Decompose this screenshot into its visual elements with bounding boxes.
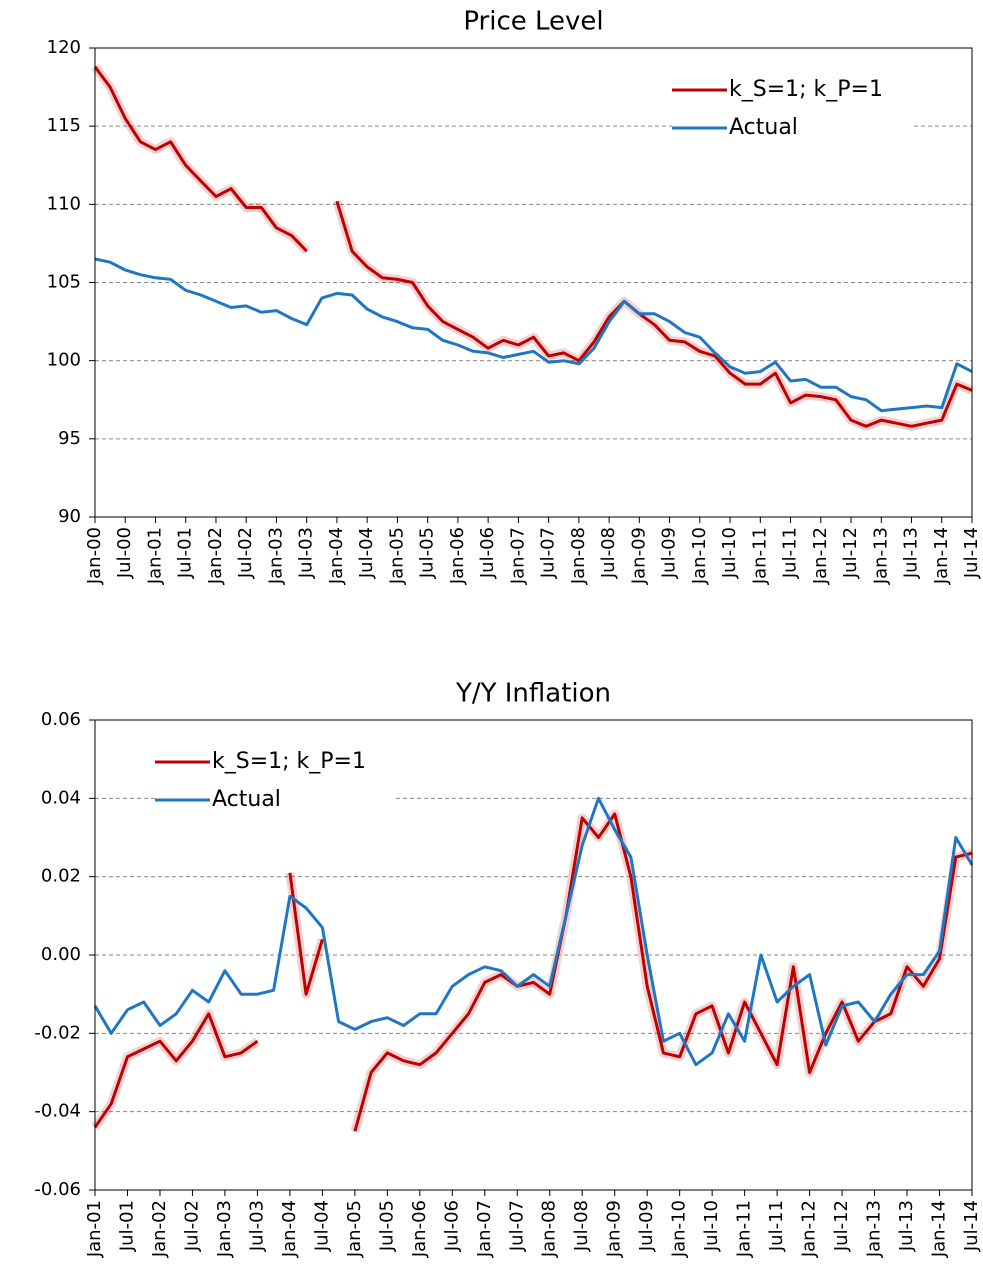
x-tick-label: Jul-12 [831,1200,852,1252]
legend-label: Actual [729,115,798,140]
x-tick-label: Jan-11 [749,527,770,585]
x-tick-label: Jan-06 [447,527,468,585]
x-tick-label: Jan-09 [628,527,649,585]
series-line [93,812,973,1132]
x-tick-label: Jan-14 [931,527,952,585]
chart-title: Y/Y Inflation [455,679,611,709]
x-tick-label: Jul-12 [840,527,861,579]
x-tick-label: Jul-04 [356,527,377,579]
y-tick-label: 120 [47,37,81,58]
x-tick-label: Jan-03 [214,1200,235,1258]
x-tick-label: Jan-03 [265,527,286,585]
x-tick-label: Jul-05 [376,1200,397,1252]
y-tick-label: -0.04 [34,1101,81,1122]
x-tick-label: Jul-05 [417,527,438,579]
y-tick-label: 115 [47,115,81,136]
y-tick-label: 105 [47,272,81,293]
x-tick-label: Jan-12 [799,1200,820,1258]
x-tick-label: Jul-14 [961,1200,982,1252]
x-tick-label: Jan-01 [84,1200,105,1258]
x-tick-label: Jul-07 [506,1200,527,1252]
y-tick-label: 95 [58,428,81,449]
x-tick-label: Jan-01 [144,527,165,585]
y-tick-label: 0.02 [41,866,81,887]
legend-box [672,68,912,148]
x-tick-label: Jul-08 [598,527,619,579]
x-tick-label: Jul-02 [235,527,256,579]
legend-label: Actual [212,787,281,812]
x-tick-label: Jul-10 [701,1200,722,1252]
x-tick-label: Jul-06 [441,1200,462,1252]
x-tick-label: Jan-07 [474,1200,495,1258]
series-line [93,65,973,428]
x-tick-label: Jul-13 [901,527,922,579]
series-line [93,796,974,1067]
x-tick-label: Jul-02 [181,1200,202,1252]
x-tick-label: Jul-13 [896,1200,917,1252]
x-tick-label: Jul-06 [477,527,498,579]
y-tick-label: 110 [47,193,81,214]
y-tick-label: 0.00 [41,944,81,965]
y-tick-label: 0.04 [41,787,81,808]
x-tick-label: Jan-09 [604,1200,625,1258]
y-tick-label: 90 [58,506,81,527]
plot-frame [94,719,973,1191]
x-tick-label: Jan-14 [929,1200,950,1258]
x-tick-label: Jan-10 [689,527,710,585]
legend-label: k_S=1; k_P=1 [729,77,883,102]
x-tick-label: Jul-03 [246,1200,267,1252]
x-tick-label: Jul-09 [659,527,680,579]
legend-label: k_S=1; k_P=1 [212,749,366,774]
y-tick-label: -0.06 [34,1179,81,1200]
x-tick-label: Jan-08 [568,527,589,585]
x-tick-label: Jul-03 [296,527,317,579]
x-tick-label: Jan-04 [279,1200,300,1258]
x-tick-label: Jan-00 [84,527,105,585]
x-tick-label: Jul-11 [780,527,801,579]
x-tick-label: Jul-09 [636,1200,657,1252]
x-tick-label: Jul-10 [719,527,740,579]
series-line [94,257,973,413]
x-tick-label: Jul-01 [175,527,196,579]
x-tick-label: Jan-02 [205,527,226,585]
plot-frame [94,47,973,518]
x-tick-label: Jul-14 [961,527,982,579]
x-tick-label: Jan-11 [734,1200,755,1258]
x-tick-label: Jan-12 [810,527,831,585]
y-tick-label: -0.02 [34,1022,81,1043]
x-tick-label: Jan-10 [669,1200,690,1258]
x-tick-label: Jan-13 [864,1200,885,1258]
x-tick-label: Jul-08 [571,1200,592,1252]
x-tick-label: Jan-04 [326,527,347,585]
y-tick-label: 100 [47,350,81,371]
x-tick-label: Jan-05 [386,527,407,585]
x-tick-label: Jan-13 [870,527,891,585]
y-tick-label: 0.06 [41,709,81,730]
x-tick-label: Jul-00 [114,527,135,579]
chart-title: Price Level [463,7,603,37]
x-tick-label: Jan-08 [539,1200,560,1258]
legend-box [155,740,395,820]
x-tick-label: Jul-11 [766,1200,787,1252]
x-tick-label: Jul-01 [116,1200,137,1252]
x-tick-label: Jul-07 [538,527,559,579]
x-tick-label: Jul-04 [311,1200,332,1252]
x-tick-label: Jan-07 [507,527,528,585]
x-tick-label: Jan-02 [149,1200,170,1258]
x-tick-label: Jan-05 [344,1200,365,1258]
x-tick-label: Jan-06 [409,1200,430,1258]
